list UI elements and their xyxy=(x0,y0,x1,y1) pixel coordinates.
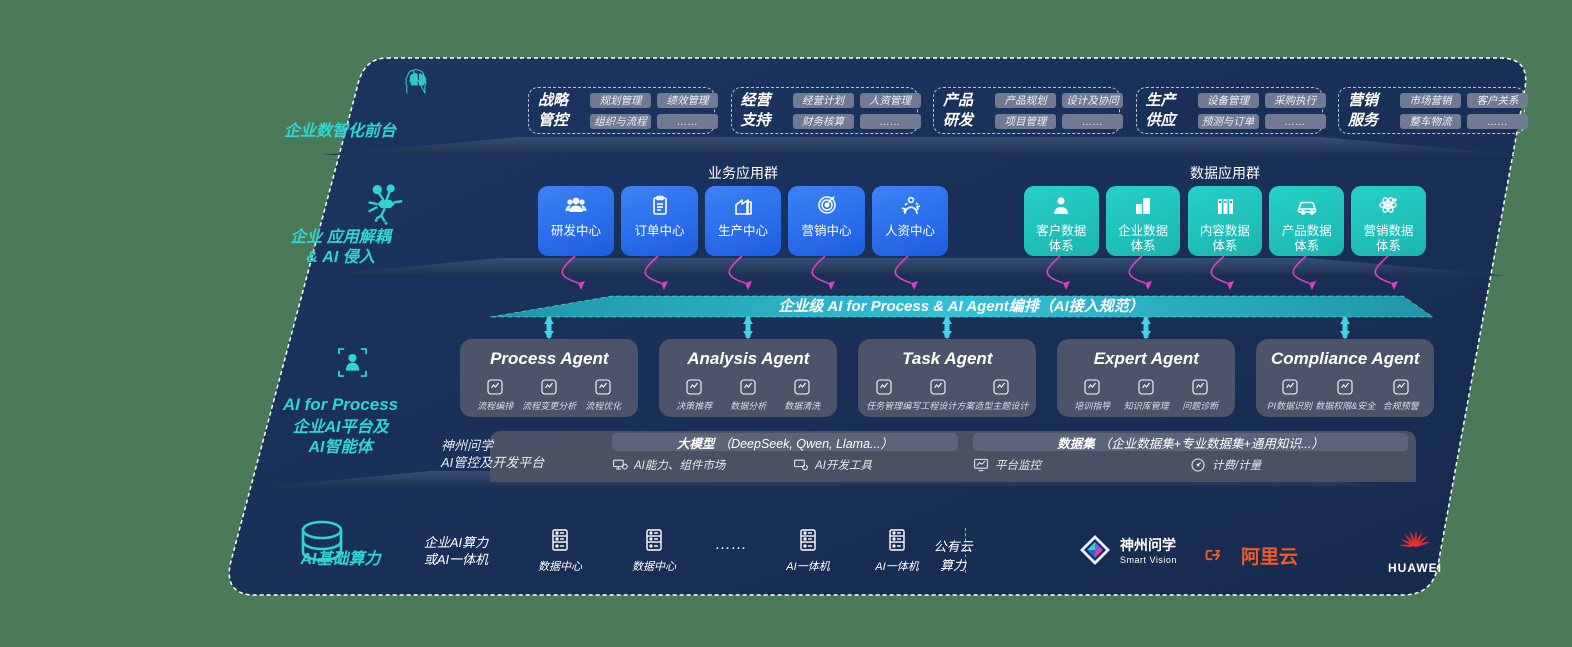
svg-text:企业级 AI for Process & AI Agent编: 企业级 AI for Process & AI Agent编排（AI接入规范） xyxy=(778,297,1144,315)
